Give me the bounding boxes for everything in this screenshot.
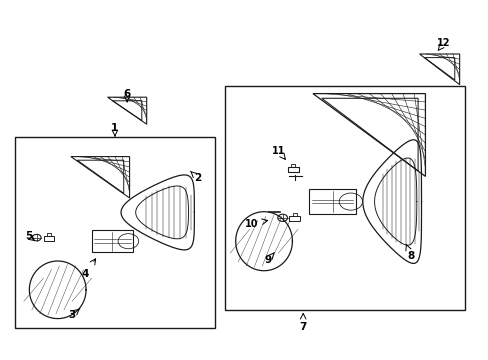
Bar bbox=[289, 216, 300, 221]
Text: 8: 8 bbox=[407, 251, 413, 261]
Text: 1: 1 bbox=[111, 123, 118, 133]
Bar bbox=[92, 230, 133, 252]
Bar bbox=[287, 166, 298, 172]
Text: 4: 4 bbox=[81, 269, 89, 279]
Text: 2: 2 bbox=[194, 173, 201, 183]
Text: 6: 6 bbox=[123, 89, 130, 99]
Text: 7: 7 bbox=[299, 322, 306, 332]
Text: 11: 11 bbox=[271, 146, 285, 156]
Bar bbox=[43, 236, 54, 241]
Text: 3: 3 bbox=[69, 310, 76, 320]
Text: 5: 5 bbox=[25, 231, 32, 241]
Bar bbox=[224, 86, 464, 310]
Text: 9: 9 bbox=[264, 255, 271, 265]
Text: 12: 12 bbox=[436, 38, 450, 48]
Bar bbox=[309, 189, 355, 214]
Text: 10: 10 bbox=[244, 219, 258, 229]
Bar bbox=[15, 137, 215, 328]
